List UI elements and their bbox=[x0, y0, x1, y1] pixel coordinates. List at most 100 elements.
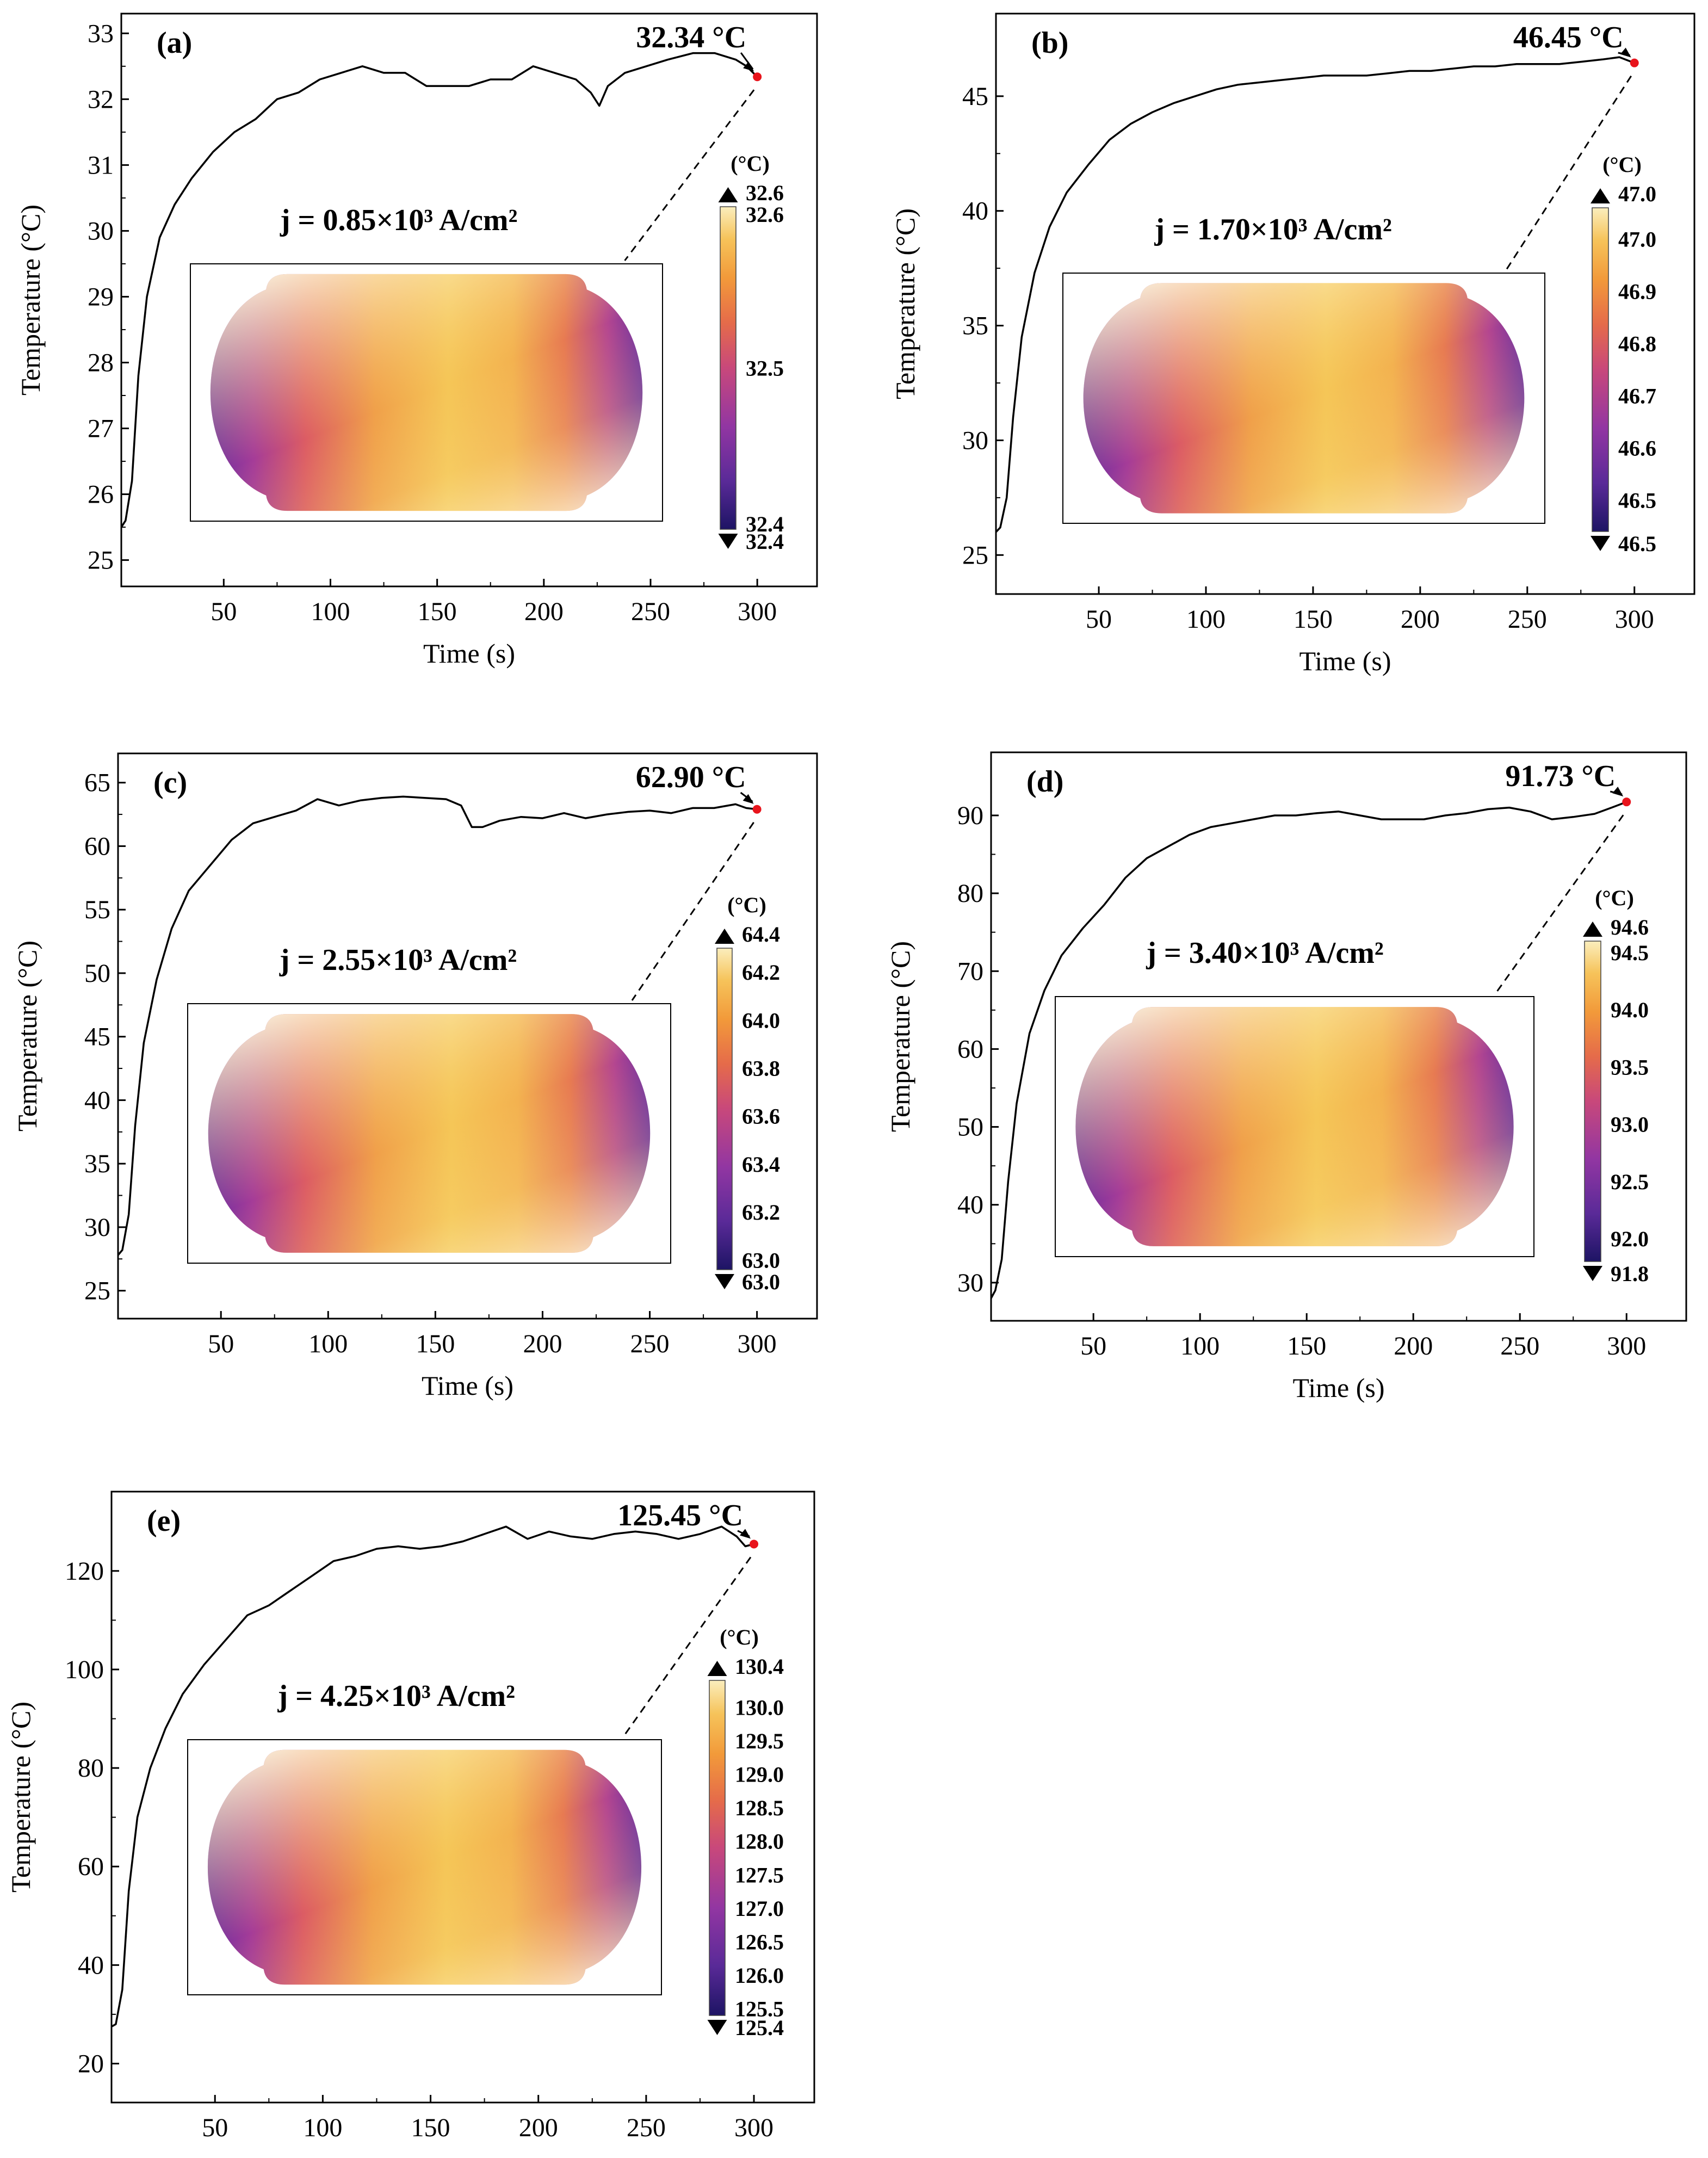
panel-c-y-tick-label: 30 bbox=[84, 1213, 110, 1242]
panel-d-colorbar-min-arrow bbox=[1583, 1266, 1602, 1281]
panel-a-leader-line bbox=[624, 89, 755, 261]
panel-e-colorbar-tick-label: 129.0 bbox=[735, 1762, 784, 1786]
panel-e-x-tick-label: 250 bbox=[627, 2113, 666, 2142]
panel-e-x-tick-label: 200 bbox=[519, 2113, 558, 2142]
panel-a-x-tick-label: 250 bbox=[631, 597, 670, 626]
panel-a-colorbar-tick-label: 32.6 bbox=[746, 202, 784, 227]
panel-e-colorbar-tick-label: 125.5 bbox=[735, 1997, 784, 2021]
panel-e-colorbar-gradient bbox=[709, 1680, 726, 2016]
panel-b-temperature-series bbox=[995, 56, 1635, 533]
panel-b-colorbar-tick-label: 46.8 bbox=[1618, 332, 1656, 356]
panel-c-colorbar-tick-label: 63.8 bbox=[742, 1056, 780, 1081]
panel-d-y-axis-label: Temperature (°C) bbox=[885, 941, 915, 1132]
panel-d-x-axis-label: Time (s) bbox=[1292, 1372, 1384, 1403]
panel-d-colorbar-tick-label: 94.0 bbox=[1611, 998, 1649, 1022]
panel-a-current-density: j = 0.85×10³ A/cm² bbox=[280, 203, 517, 237]
panel-b-y-tick-label: 25 bbox=[962, 541, 988, 570]
panel-c-x-tick-label: 150 bbox=[416, 1330, 455, 1358]
panel-e-y-tick-label: 60 bbox=[78, 1852, 104, 1881]
panel-a-y-tick-label: 26 bbox=[88, 480, 114, 509]
panel-b-x-tick-label: 250 bbox=[1508, 605, 1547, 634]
panel-d-y-tick-label: 70 bbox=[957, 957, 983, 986]
panel-b-x-tick-label: 100 bbox=[1186, 605, 1226, 634]
panel-c-x-axis-label: Time (s) bbox=[422, 1370, 513, 1401]
panel-a-colorbar-tick-label: 32.4 bbox=[746, 512, 784, 536]
panel-d-current-density: j = 3.40×10³ A/cm² bbox=[1146, 936, 1383, 970]
panel-c-colorbar-tick-label: 63.0 bbox=[742, 1248, 780, 1272]
panel-c-y-tick-label: 65 bbox=[84, 769, 110, 797]
panel-c-x-tick-label: 300 bbox=[738, 1330, 777, 1358]
panel-c-colorbar-tick-label: 64.0 bbox=[742, 1008, 780, 1032]
panel-e-colorbar-max-label: 130.4 bbox=[735, 1654, 784, 1679]
panel-c-y-tick-label: 50 bbox=[84, 959, 110, 988]
panel-c-colorbar-tick-label: 63.4 bbox=[742, 1152, 780, 1177]
panel-a-temperature-map-highlight bbox=[210, 274, 643, 511]
panel-e-colorbar-unit: (°C) bbox=[720, 1625, 759, 1649]
panel-a-x-tick-label: 150 bbox=[418, 597, 457, 626]
panel-c-y-tick-label: 45 bbox=[84, 1023, 110, 1052]
panel-a-colorbar: (°C) 32.6 32.4 32.6 32.5 32.4 bbox=[718, 151, 784, 554]
panel-b-colorbar-max-label: 47.0 bbox=[1618, 182, 1656, 206]
panel-e-y-tick-label: 120 bbox=[65, 1557, 104, 1586]
panel-b-current-density: j = 1.70×10³ A/cm² bbox=[1154, 213, 1391, 246]
panel-c-annotation-arrowhead bbox=[742, 794, 754, 804]
panel-b-y-axis-label: Temperature (°C) bbox=[890, 208, 920, 399]
panel-e-endpoint-marker bbox=[750, 1539, 759, 1549]
panel-d-endpoint-label: 91.73 °C bbox=[1505, 759, 1616, 793]
panel-b-annotation-arrowhead bbox=[1620, 47, 1631, 58]
panel-b-x-tick-label: 150 bbox=[1294, 605, 1333, 634]
panel-e-annotation-arrowhead bbox=[740, 1529, 751, 1539]
panel-e-colorbar-tick-label: 128.5 bbox=[735, 1796, 784, 1820]
panel-a-axes-frame bbox=[120, 13, 818, 588]
panel-a-y-tick-label: 29 bbox=[88, 282, 114, 311]
panel-d-y-tick-label: 50 bbox=[957, 1113, 983, 1142]
panel-a-x-axis-label: Time (s) bbox=[423, 638, 515, 669]
panel-c-colorbar-max-label: 64.4 bbox=[742, 922, 780, 947]
panel-c-colorbar-max-arrow bbox=[715, 929, 734, 944]
panel-b-x-tick-label: 300 bbox=[1615, 605, 1654, 634]
panel-c-endpoint-marker bbox=[752, 805, 762, 814]
panel-c-leader-line bbox=[631, 821, 754, 1001]
panel-c-endpoint-label: 62.90 °C bbox=[636, 760, 746, 794]
panel-a-colorbar-tick-label: 32.5 bbox=[746, 356, 784, 381]
panel-d-y-tick-label: 40 bbox=[957, 1191, 983, 1220]
panel-a-y-tick-label: 33 bbox=[88, 19, 114, 48]
panel-e-colorbar: (°C) 130.4 125.4 130.0 129.5 129.0 128.5 128.0 1… bbox=[707, 1625, 784, 2040]
panel-c-colorbar-min-arrow bbox=[715, 1274, 734, 1289]
panel-e-colorbar-tick-label: 126.5 bbox=[735, 1930, 784, 1954]
panel-e-x-axis-label: Time (s) bbox=[417, 2154, 509, 2158]
panel-e-colorbar-tick-label: 126.0 bbox=[735, 1963, 784, 1988]
panel-e-colorbar-tick-label: 128.0 bbox=[735, 1829, 784, 1854]
panel-a-colorbar-max-label: 32.6 bbox=[746, 181, 784, 205]
panel-b-colorbar-min-arrow bbox=[1591, 536, 1610, 551]
panel-d-annotation-arrowhead bbox=[1612, 787, 1624, 797]
panel-a-temperature-series bbox=[120, 52, 758, 528]
panel-e-label: (e) bbox=[147, 1504, 181, 1538]
panel-c-colorbar-gradient bbox=[716, 948, 733, 1270]
panel-e-colorbar-min-label: 125.4 bbox=[735, 2015, 784, 2040]
panel-b-endpoint-label: 46.45 °C bbox=[1513, 21, 1624, 54]
panel-e-colorbar-tick-label: 129.5 bbox=[735, 1729, 784, 1753]
panel-c-temperature-map-highlight bbox=[208, 1014, 651, 1253]
panel-a-label: (a) bbox=[157, 26, 192, 60]
panel-d-temperature-series bbox=[990, 801, 1627, 1299]
panel-d-x-tick-label: 150 bbox=[1287, 1332, 1326, 1361]
panel-a-annotation-arrowhead bbox=[743, 61, 754, 72]
panel-d-label: (d) bbox=[1026, 765, 1063, 799]
panel-c-label: (c) bbox=[153, 766, 187, 800]
panel-d-colorbar-max-label: 94.6 bbox=[1611, 915, 1649, 939]
panel-a-colorbar-max-arrow bbox=[718, 187, 738, 202]
panel-e-temperature-series bbox=[111, 1525, 754, 2028]
panel-e-endpoint-label: 125.45 °C bbox=[617, 1499, 743, 1532]
panel-b-colorbar-tick-label: 47.0 bbox=[1618, 227, 1656, 252]
panel-e-temperature-map-highlight bbox=[207, 1749, 642, 1985]
panel-b-colorbar-tick-label: 46.6 bbox=[1618, 436, 1656, 460]
panel-d-y-tick-label: 30 bbox=[957, 1269, 983, 1297]
panel-d-temperature-map-highlight bbox=[1075, 1007, 1514, 1246]
panel-e-leader-line bbox=[623, 1556, 752, 1737]
panel-b-label: (b) bbox=[1031, 26, 1068, 60]
panel-d-colorbar-max-arrow bbox=[1583, 922, 1602, 937]
panel-e-x-tick-label: 150 bbox=[411, 2113, 450, 2142]
panel-c-y-tick-label: 40 bbox=[84, 1086, 110, 1115]
panel-e-axes-frame bbox=[110, 1491, 815, 2104]
